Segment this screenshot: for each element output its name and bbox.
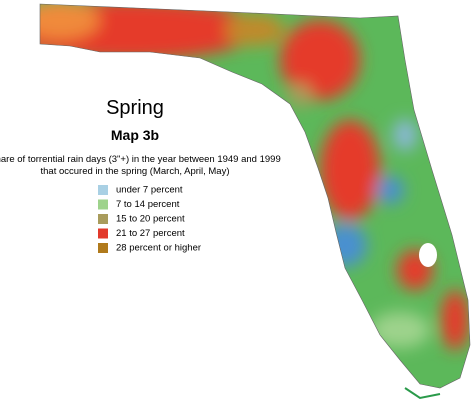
description-line: that occured in the spring (March, April… [40,166,229,177]
legend-swatch [98,228,108,239]
map-subtitle: Map 3b [111,127,159,143]
legend-label: under 7 percent [116,185,183,196]
legend-swatch [98,214,108,224]
state-outline [39,3,471,389]
legend-label: 21 to 27 percent [116,228,185,239]
legend-swatch [98,199,108,210]
legend-swatch [98,185,108,195]
map-title: Spring [106,97,164,119]
legend-label: 28 percent or higher [116,243,201,254]
keys [404,387,441,400]
description-line: Share of torrential rain days (3"+) in t… [0,154,281,165]
legend-swatch [98,243,108,253]
legend-label: 15 to 20 percent [116,214,185,225]
legend: under 7 percent 7 to 14 percent 15 to 20 p… [98,185,201,254]
legend-label: 7 to 14 percent [116,199,180,210]
